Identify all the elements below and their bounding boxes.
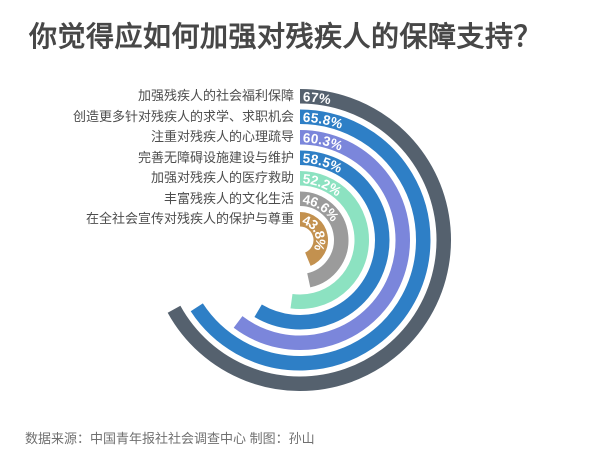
chart-title: 你觉得应如何加强对残疾人的保障支持？ xyxy=(29,21,543,52)
category-label: 创造更多针对残疾人的求学、求职机会 xyxy=(72,108,294,124)
ring-arc xyxy=(290,171,369,309)
category-label: 在全社会宣传对残疾人的保护与尊重 xyxy=(85,211,294,227)
ring-arc xyxy=(254,150,390,330)
ring-value-label: 43.8% xyxy=(301,212,329,253)
ring-arc xyxy=(233,130,410,350)
ring-arc xyxy=(190,109,431,371)
ring-arc xyxy=(299,212,328,266)
category-label: 完善无障碍设施建设与维护 xyxy=(137,149,294,165)
ring-value-label: 67% xyxy=(303,89,333,107)
ring-value-label: 65.8% xyxy=(302,109,345,131)
category-label: 丰富残疾人的文化生活 xyxy=(163,190,294,206)
category-label: 注重对残疾人的心理疏导 xyxy=(150,129,294,145)
category-label: 加强残疾人的社会福利保障 xyxy=(137,88,294,104)
category-label: 加强对残疾人的医疗救助 xyxy=(150,170,294,186)
ring-value-label: 60.3% xyxy=(302,130,345,154)
ring-arc xyxy=(167,89,451,391)
ring-arc xyxy=(299,191,349,288)
source-note: 数据来源：中国青年报社社会调查中心 制图：孙山 xyxy=(25,431,315,446)
